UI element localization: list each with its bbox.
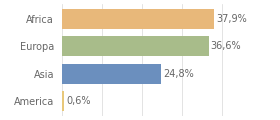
Bar: [62, 64, 161, 84]
Text: 0,6%: 0,6%: [66, 96, 90, 106]
Text: 36,6%: 36,6%: [211, 41, 241, 51]
Text: 37,9%: 37,9%: [216, 14, 247, 24]
Bar: [62, 9, 214, 29]
Text: 24,8%: 24,8%: [163, 69, 194, 79]
Bar: [62, 91, 64, 111]
Bar: [62, 36, 209, 56]
